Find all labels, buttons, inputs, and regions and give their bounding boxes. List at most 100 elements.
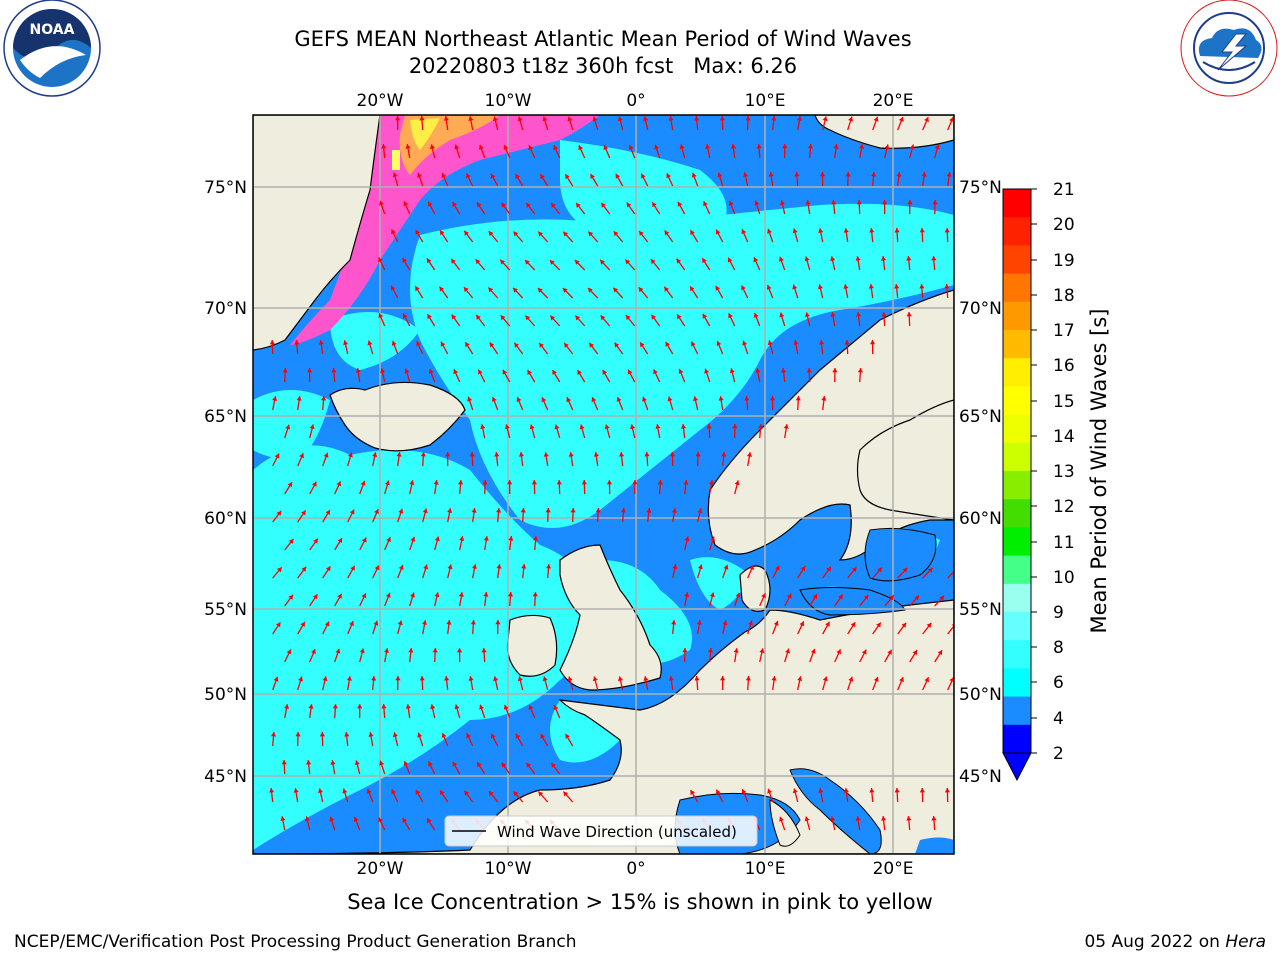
wave-arrow-head [909,144,915,150]
wave-arrow-head [944,788,950,793]
wave-arrow-head [855,816,861,821]
wave-arrow-head [379,200,384,206]
colorbar-tick-label: 16 [1053,356,1075,376]
wave-arrow-head [843,228,849,233]
footer-date-text: 05 Aug 2022 on [1084,932,1226,952]
wave-arrow-head [426,258,432,264]
lat-label: 75°N [959,178,1002,198]
wave-arrow-head [625,315,631,321]
wave-arrow-head [543,452,549,457]
colorbar-segment [1003,696,1031,726]
wave-arrow-head [331,368,337,373]
wave-arrow-head [770,396,776,401]
wave-arrow-head [708,480,714,485]
colorbar-segment [1003,527,1031,557]
wave-arrow-head [681,424,687,429]
wave-arrow-head [729,368,735,374]
wave-arrow-head [379,760,385,766]
wave-arrow-head [672,564,678,570]
colorbar-segment [1003,217,1031,246]
wave-arrow-head [408,648,414,653]
colorbar-segment [1003,724,1031,754]
wave-arrow-head [899,677,904,683]
wave-arrow-head [665,341,671,347]
wave-arrow-head [595,508,601,513]
wave-arrow-head [743,172,749,178]
wave-arrow-head [381,144,387,149]
wave-arrow-head [619,452,625,457]
wave-arrow-head [833,144,839,149]
wave-arrow-head [415,229,421,235]
wave-arrow-head [433,480,439,485]
wave-arrow-head [430,704,436,710]
colorbar-segment [1003,583,1031,613]
colorbar-segment [1003,555,1031,585]
wave-arrow-head [912,650,917,655]
map-area [253,115,961,854]
noaa-logo-text: NOAA [30,22,75,38]
wave-arrow-head [468,116,474,121]
wave-arrow-head [588,231,594,237]
wave-arrow-head [876,622,881,628]
wave-arrow-head [357,704,363,709]
wave-arrow [947,624,954,635]
map-legend: Wind Wave Direction (unscaled) [444,815,758,847]
colorbar-tick-label: 20 [1053,215,1075,235]
lat-labels-right: 75°N 70°N 65°N 60°N 55°N 50°N 45°N [959,178,1002,787]
wave-arrow-head [374,509,379,514]
wave-arrow-head [446,620,452,625]
wave-arrow-head [470,620,476,625]
wave-arrow-head [323,452,329,458]
wave-arrow-head [732,424,738,429]
wave-arrow-head [491,396,497,402]
wave-arrow-head [541,397,547,403]
wave-arrow-head [668,116,674,121]
wave-arrow-head [318,340,324,345]
wave-arrow-head [321,396,327,401]
colorbar-tick-label: 15 [1053,392,1075,412]
wave-arrow-head [956,816,961,821]
colorbar-segment [1003,189,1031,218]
wave-arrow-head [796,116,802,121]
wave-arrow-head [372,452,378,457]
wave-arrow-head [480,424,486,429]
wave-arrow-head [307,368,313,373]
wave-arrow-head [551,762,556,768]
wave-arrow-head [906,256,912,261]
wave-arrow-head [721,452,727,457]
wave-arrow-head [638,287,644,293]
wave-arrow-head [677,201,683,207]
wave-arrow-head [628,145,634,150]
wave-arrow-head [944,228,950,233]
wave-arrow-head [626,202,632,208]
wave-arrow-head [825,621,830,627]
wave-arrow-head [694,676,700,681]
wave-arrow-head [861,649,867,655]
wave-arrow-head [427,314,432,320]
wave-arrow-head [581,480,587,485]
wave-arrow-head [894,788,900,793]
wave-arrow-head [810,648,816,654]
colorbar-segment [1003,612,1031,641]
wave-arrow-head [325,566,331,572]
wave-arrow-head [423,564,429,570]
wave-arrow-head [540,174,545,180]
wave-arrow-head [579,424,585,430]
wave-arrow-head [515,733,521,739]
wave-arrow-head [830,312,836,317]
wave-arrow-head [496,564,502,569]
wave-arrow-head [618,676,623,682]
wave-arrow-head [845,172,851,177]
wave-arrow-head [347,452,353,458]
wave-arrow-head [311,649,316,654]
wave-arrow-head [859,144,865,149]
wave-arrow-head [616,397,622,402]
wave-arrow-head [538,791,544,797]
wave-arrow-head [464,790,470,796]
wave-arrow-head [730,144,736,149]
wave-arrow-head [844,340,850,345]
wave-arrow-head [667,396,673,402]
wave-arrow-head [538,231,544,237]
colorbar-segment [1003,330,1031,359]
wave-arrow-head [552,370,557,375]
